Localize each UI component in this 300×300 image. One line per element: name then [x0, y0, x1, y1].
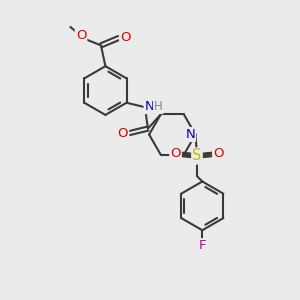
- Text: O: O: [76, 29, 86, 42]
- Text: O: O: [120, 31, 130, 44]
- Text: F: F: [199, 239, 207, 252]
- Text: N: N: [185, 128, 195, 141]
- Text: N: N: [145, 100, 154, 113]
- Text: H: H: [154, 100, 163, 113]
- Text: O: O: [118, 127, 128, 140]
- Text: O: O: [170, 147, 181, 160]
- Text: S: S: [192, 148, 202, 164]
- Text: O: O: [213, 147, 224, 160]
